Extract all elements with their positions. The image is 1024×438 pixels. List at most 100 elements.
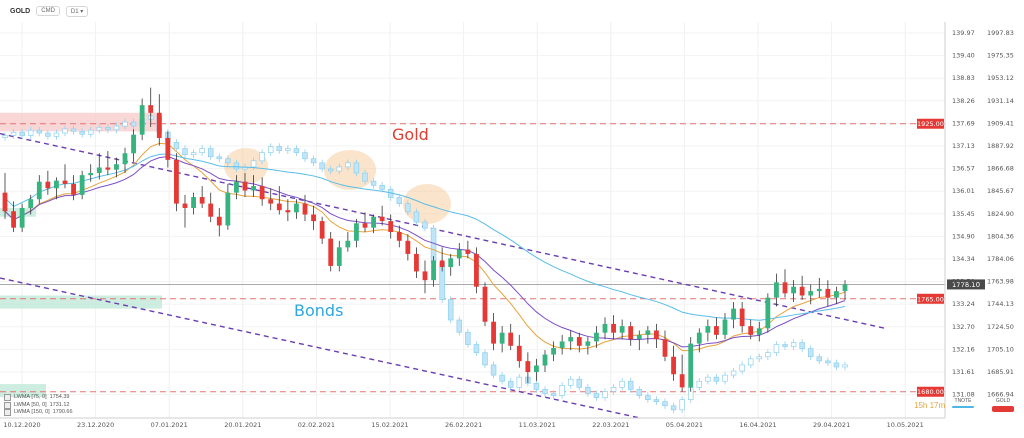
bond-candle — [327, 168, 334, 172]
resistance-zone — [0, 112, 160, 132]
gold-annotation: Gold — [392, 125, 429, 144]
bond-candle — [302, 152, 308, 160]
right-axis-tick: 1845.67 — [987, 187, 1014, 195]
bond-candle — [62, 128, 68, 134]
gold-candle — [559, 341, 565, 348]
right-axis-tick: 1744.13 — [987, 300, 1014, 308]
gold-candle — [2, 192, 8, 212]
timeframe-select[interactable]: D1 ▾ — [65, 5, 89, 17]
gold-candle — [645, 330, 651, 335]
legend-label: TNOTE — [954, 398, 972, 404]
x-tick-label: 16.04.2021 — [739, 421, 776, 429]
bond-candle — [807, 348, 814, 358]
grid — [0, 22, 945, 418]
x-tick-label: 20.01.2021 — [224, 421, 261, 429]
bonds-downtrend-line — [0, 277, 641, 419]
bond-candle — [405, 203, 411, 213]
bond-candle — [370, 180, 377, 186]
gold-candle — [45, 181, 51, 189]
gold-candle — [294, 203, 299, 213]
lwma-fast-line — [4, 142, 846, 352]
price-line-label: 1925.00 — [917, 120, 944, 128]
bond-candle — [2, 135, 8, 138]
bond-candle — [70, 128, 77, 132]
right-axis-tick: 1724.50 — [987, 323, 1014, 331]
left-axis-tick: 131.08 — [952, 391, 975, 399]
bond-candle — [259, 152, 265, 162]
left-axis-tick: 134.90 — [952, 232, 975, 240]
gold-candle — [131, 134, 136, 154]
x-tick-label: 07.01.2021 — [151, 421, 188, 429]
bond-candle — [130, 121, 137, 127]
gold-candle — [834, 291, 839, 298]
bond-candle — [233, 162, 240, 170]
bond-candle — [713, 376, 720, 382]
bond-candle — [842, 364, 848, 368]
moving-averages — [4, 142, 846, 352]
legend-item-gold[interactable]: GOLD — [992, 398, 1014, 412]
indicator-row[interactable]: LWMA [150, 0] 1790.66 — [4, 409, 73, 417]
gold-candle — [328, 238, 334, 266]
gold-candle — [439, 260, 445, 268]
bond-candle — [662, 401, 668, 407]
bond-candle — [696, 380, 703, 388]
left-axis-tick: 139.97 — [952, 29, 975, 37]
gold-candle — [174, 159, 179, 204]
bond-candle — [190, 152, 197, 156]
bond-candle — [610, 387, 617, 392]
gold-candle — [739, 308, 745, 327]
x-tick-label: 29.04.2021 — [813, 421, 850, 429]
price-line-tag — [917, 118, 944, 129]
gold-candle — [311, 214, 316, 222]
gold-candle — [619, 326, 625, 333]
gold-candle — [499, 332, 505, 344]
symbol-label[interactable]: GOLD — [10, 7, 31, 15]
gold-candle — [19, 207, 25, 228]
bond-candle — [756, 356, 763, 360]
gold-candle — [611, 323, 616, 333]
gold-candle — [482, 286, 488, 322]
indicator-row[interactable]: LWMA [75, 0] 1754.39 — [4, 394, 73, 402]
legend-swatch — [992, 406, 1014, 412]
bond-candle — [653, 399, 660, 403]
bond-candle — [550, 393, 557, 396]
bond-candle — [113, 125, 120, 131]
x-tick-label: 02.02.2021 — [298, 421, 335, 429]
gold-candle — [602, 323, 608, 333]
current-price-label: 1778.10 — [952, 281, 980, 289]
legend-item-tnote[interactable]: TNOTE — [952, 398, 974, 412]
bond-candle — [567, 378, 574, 386]
bonds-annotation: Bonds — [294, 301, 343, 320]
indicator-toggle-icon[interactable] — [4, 401, 11, 409]
price-line-label: 1680.00 — [917, 388, 944, 396]
bond-candle — [593, 393, 600, 398]
lwma-mid-line — [4, 156, 846, 348]
bond-candle — [27, 129, 34, 136]
gold-candle — [816, 288, 822, 292]
right-axis-tick: 1931.14 — [987, 97, 1014, 105]
bond-candle — [602, 391, 608, 398]
left-axis-tick: 137.13 — [952, 142, 975, 150]
bond-candle — [730, 370, 737, 376]
bond-candle — [319, 162, 325, 170]
bond-candle — [362, 172, 368, 182]
support-zone — [0, 207, 36, 217]
bond-candle — [465, 331, 471, 345]
gold-candle — [379, 216, 385, 222]
right-axis-tick: 1824.90 — [987, 210, 1014, 218]
bond-candles — [2, 112, 848, 414]
x-tick-label: 05.04.2021 — [666, 421, 703, 429]
gold-candle — [628, 326, 634, 340]
indicator-toggle-icon[interactable] — [4, 409, 11, 417]
bond-candle — [19, 131, 25, 136]
symbol-badge: CMD — [36, 6, 60, 16]
bond-candle — [542, 389, 548, 394]
lwma-slow-line — [4, 153, 846, 321]
bond-candle — [216, 156, 223, 160]
indicator-toggle-icon[interactable] — [4, 394, 11, 402]
gold-candle — [199, 197, 205, 204]
gold-candle — [636, 334, 642, 340]
indicator-row[interactable]: LWMA [50, 0] 1731.12 — [4, 402, 73, 410]
